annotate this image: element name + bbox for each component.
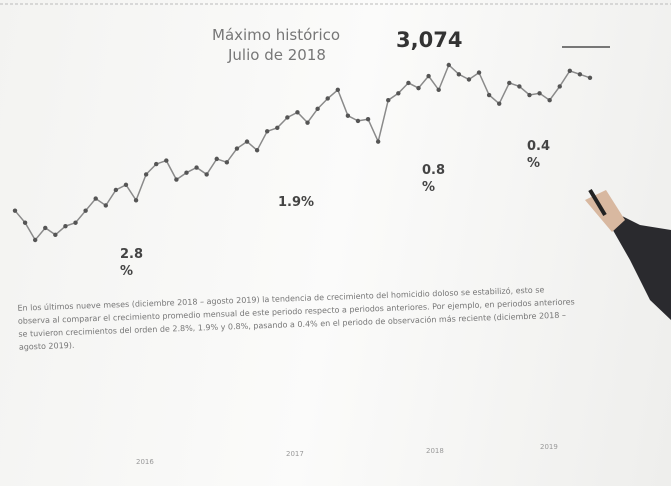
point: [13, 208, 17, 212]
subtitle: Julio de 2018: [228, 46, 326, 64]
point: [527, 93, 531, 97]
point: [164, 158, 168, 162]
point: [235, 146, 239, 150]
point: [33, 238, 37, 242]
point: [366, 117, 370, 121]
point: [507, 81, 511, 85]
point: [386, 98, 390, 102]
point: [406, 81, 410, 85]
point: [477, 70, 481, 74]
title: Máximo histórico: [212, 26, 340, 44]
point: [265, 129, 269, 133]
line: [15, 65, 590, 240]
chart: [0, 0, 671, 486]
point: [497, 101, 501, 105]
point: [63, 224, 67, 228]
point: [447, 63, 451, 67]
annotation: 0.4 %: [527, 138, 557, 172]
annotation: 2.8 %: [120, 246, 150, 280]
point: [336, 88, 340, 92]
point: [346, 114, 350, 118]
point: [436, 88, 440, 92]
point: [315, 107, 319, 111]
point: [578, 72, 582, 76]
slide: Máximo histórico Julio de 2018 3,074 2.8…: [0, 0, 671, 486]
point: [547, 98, 551, 102]
point: [104, 203, 108, 207]
year-label: 2016: [136, 458, 154, 466]
point: [215, 157, 219, 161]
point: [568, 69, 572, 73]
point: [23, 221, 27, 225]
point: [194, 165, 198, 169]
annotation: 1.9%: [278, 194, 314, 211]
point: [174, 177, 178, 181]
point: [124, 183, 128, 187]
point: [305, 120, 309, 124]
point: [588, 76, 592, 80]
point: [426, 74, 430, 78]
year-label: 2018: [426, 447, 444, 455]
point: [184, 170, 188, 174]
point: [83, 208, 87, 212]
point: [94, 196, 98, 200]
point: [416, 86, 420, 90]
point: [558, 84, 562, 88]
point: [326, 96, 330, 100]
point: [295, 110, 299, 114]
point: [225, 160, 229, 164]
point: [114, 188, 118, 192]
point: [487, 93, 491, 97]
year-label: 2017: [286, 450, 304, 458]
point: [73, 221, 77, 225]
point: [537, 91, 541, 95]
point: [376, 139, 380, 143]
point: [517, 84, 521, 88]
annotation: 0.8 %: [422, 162, 452, 196]
point: [154, 162, 158, 166]
point: [53, 233, 57, 237]
point: [204, 172, 208, 176]
point: [467, 77, 471, 81]
point: [275, 126, 279, 130]
point: [457, 72, 461, 76]
point: [396, 91, 400, 95]
point: [285, 115, 289, 119]
point: [134, 198, 138, 202]
point: [245, 139, 249, 143]
peak-label: 3,074: [396, 28, 462, 52]
point: [43, 226, 47, 230]
year-label: 2019: [540, 443, 558, 451]
point: [255, 148, 259, 152]
point: [144, 172, 148, 176]
point: [356, 119, 360, 123]
